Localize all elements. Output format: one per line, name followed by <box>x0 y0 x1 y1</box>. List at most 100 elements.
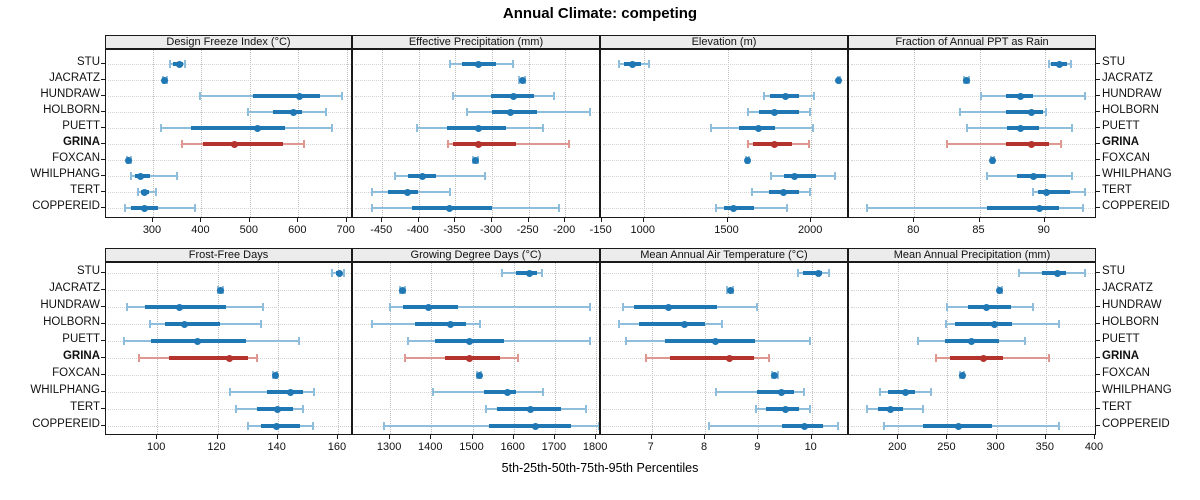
site-label-left: WHILPHANG <box>30 168 100 180</box>
whisker-cap-low <box>866 204 869 212</box>
whisker-cap-low <box>448 60 451 68</box>
whisker-cap-high <box>261 303 264 311</box>
site-label-left: PUETT <box>62 333 100 345</box>
whisker-cap-low <box>404 354 407 362</box>
h-gridline <box>851 392 1095 393</box>
whisker-cap-low <box>883 422 886 430</box>
box-25-75 <box>724 206 754 210</box>
x-axis-tick <box>1094 435 1095 439</box>
whisker-cap-low <box>199 92 202 100</box>
whisker-cap-high <box>1084 188 1087 196</box>
x-tick-label: -300 <box>479 224 503 236</box>
h-gridline <box>851 409 1095 410</box>
h-gridline <box>851 176 1095 177</box>
y-axis-tick <box>101 357 105 358</box>
v-gridline <box>914 50 916 217</box>
whisker-cap-high <box>808 337 811 345</box>
whisker-5-95 <box>946 143 1061 145</box>
whisker-cap-low <box>383 422 386 430</box>
box-25-75 <box>492 110 538 114</box>
median-dot <box>474 60 482 68</box>
h-gridline <box>851 160 1095 161</box>
whisker-cap-high <box>1047 354 1050 362</box>
panel-plot <box>105 262 352 435</box>
h-gridline <box>603 112 847 113</box>
h-gridline <box>851 375 1095 376</box>
median-dot <box>780 188 788 196</box>
h-gridline <box>108 273 351 274</box>
whisker-cap-low <box>1032 188 1034 196</box>
whisker-cap-low <box>708 422 711 430</box>
h-gridline <box>851 96 1095 97</box>
v-gridline <box>1044 50 1046 217</box>
y-axis-tick <box>1096 143 1100 144</box>
x-tick-label: -200 <box>553 224 576 236</box>
median-dot <box>991 320 999 328</box>
y-axis-tick <box>101 127 105 128</box>
y-axis-tick <box>1096 425 1100 426</box>
median-dot <box>447 320 455 328</box>
site-label-left: STU <box>77 56 100 68</box>
site-label-left: JACRATZ <box>49 282 100 294</box>
box-25-75 <box>266 390 303 394</box>
x-tick-label: 500 <box>239 224 258 236</box>
v-gridline <box>390 263 392 434</box>
whisker-cap-high <box>484 172 487 180</box>
h-gridline <box>355 273 599 274</box>
site-label-left: HOLBORN <box>43 104 100 116</box>
v-gridline <box>996 263 998 434</box>
box-25-75 <box>191 126 285 130</box>
median-dot <box>272 422 280 430</box>
y-axis-tick <box>1096 306 1100 307</box>
median-dot <box>681 320 689 328</box>
panel-strip-title: Design Freeze Index (°C) <box>166 36 291 48</box>
median-dot <box>800 422 808 430</box>
whisker-cap-low <box>1047 60 1050 68</box>
box-25-75 <box>1005 110 1044 114</box>
x-axis-tick <box>757 435 759 439</box>
median-dot <box>755 124 762 132</box>
panel-plot <box>848 49 1096 218</box>
v-gridline <box>758 263 760 434</box>
median-dot <box>989 156 997 164</box>
whisker-cap-low <box>431 388 434 396</box>
whisker-cap-high <box>1069 60 1072 68</box>
v-gridline <box>596 263 598 434</box>
whisker-cap-low <box>747 140 750 148</box>
x-tick-label: -450 <box>370 224 393 236</box>
v-gridline <box>528 50 530 217</box>
panel-plot <box>352 49 600 218</box>
whisker-cap-low <box>389 303 392 311</box>
median-dot <box>532 422 539 430</box>
v-gridline <box>898 263 900 434</box>
v-gridline <box>337 263 339 434</box>
panel-strip: Mean Annual Air Temperature (°C) <box>600 248 848 262</box>
whisker-cap-high <box>312 388 315 396</box>
h-gridline <box>108 160 351 161</box>
panel-strip: Frost-Free Days <box>105 248 352 262</box>
whisker-cap-high <box>341 92 344 100</box>
site-label-right: WHILPHANG <box>1102 384 1172 396</box>
median-dot <box>446 204 454 212</box>
y-axis-tick <box>101 323 105 324</box>
v-gridline <box>947 263 949 434</box>
x-axis-tick <box>381 218 383 222</box>
median-dot <box>403 188 411 196</box>
y-axis-tick <box>101 207 105 208</box>
whisker-cap-high <box>1084 92 1087 100</box>
whisker-cap-high <box>786 204 789 212</box>
whisker-cap-low <box>770 172 773 180</box>
median-dot <box>726 354 733 362</box>
x-tick-label: 8 <box>700 441 708 453</box>
x-tick-label: 100 <box>147 441 166 453</box>
box-25-75 <box>670 356 754 360</box>
panel-strip-title: Effective Precipitation (mm) <box>408 36 544 48</box>
v-gridline <box>811 263 813 434</box>
median-dot <box>664 303 672 311</box>
whisker-cap-high <box>756 303 759 311</box>
panel-strip: Growing Degree Days (°C) <box>352 248 600 262</box>
figure-title: Annual Climate: competing <box>502 5 698 22</box>
v-gridline <box>153 50 154 217</box>
whisker-cap-high <box>517 354 520 362</box>
x-tick-label: 1700 <box>541 441 567 453</box>
